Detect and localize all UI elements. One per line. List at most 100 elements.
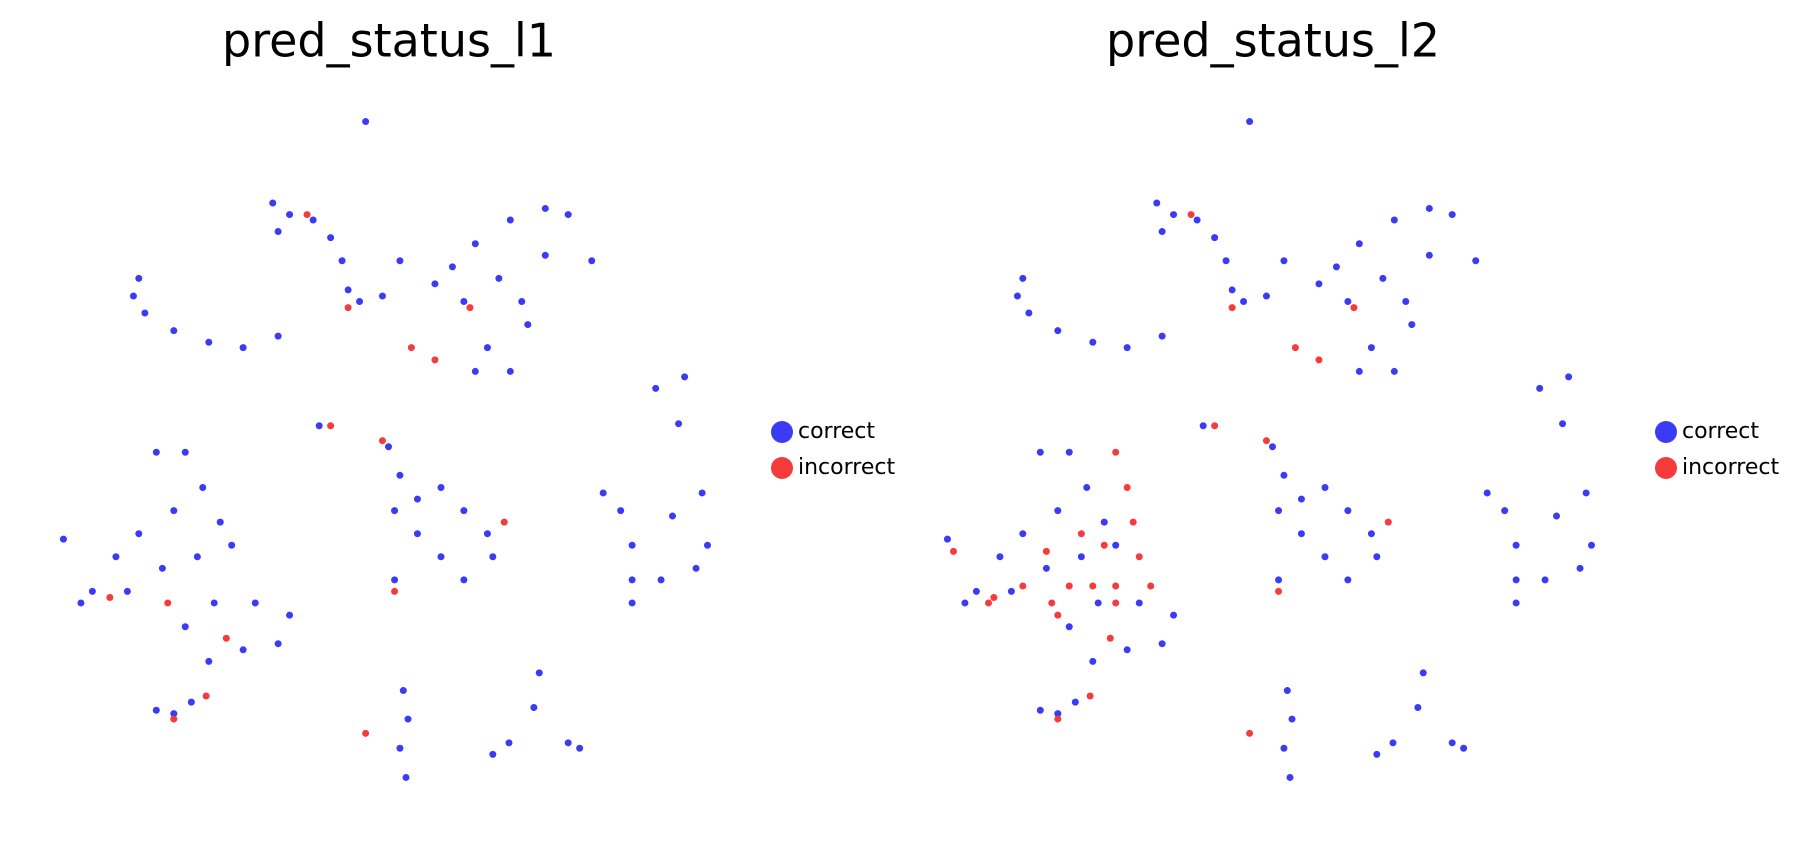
data-point xyxy=(1269,443,1276,451)
data-point xyxy=(483,344,491,352)
data-point xyxy=(564,211,572,219)
data-point xyxy=(530,704,538,712)
data-point xyxy=(1576,564,1584,572)
data-point xyxy=(303,211,311,219)
data-point xyxy=(402,773,410,781)
data-point xyxy=(391,587,399,595)
data-point xyxy=(1135,599,1143,607)
data-point xyxy=(495,274,503,282)
data-point xyxy=(483,530,491,538)
data-point xyxy=(1112,448,1120,456)
data-point xyxy=(286,611,294,619)
data-point xyxy=(1048,599,1056,607)
data-point xyxy=(413,530,421,538)
data-point xyxy=(996,553,1004,561)
data-point xyxy=(1019,582,1027,590)
data-point xyxy=(378,292,386,300)
data-point xyxy=(1089,657,1097,665)
data-point xyxy=(222,634,230,642)
data-point xyxy=(1112,541,1120,549)
data-point xyxy=(460,297,468,305)
data-point xyxy=(106,594,114,602)
data-point xyxy=(1019,530,1027,538)
data-point xyxy=(1512,599,1520,607)
data-point xyxy=(657,576,665,584)
data-point xyxy=(1553,512,1561,520)
data-point xyxy=(1228,304,1236,312)
data-point xyxy=(1123,484,1131,492)
data-point xyxy=(170,327,178,335)
data-point xyxy=(669,512,677,520)
data-point xyxy=(1199,422,1207,430)
data-point xyxy=(1425,251,1433,259)
data-point xyxy=(431,356,439,364)
data-point xyxy=(1240,297,1248,305)
data-point xyxy=(1448,211,1456,219)
data-point xyxy=(1158,640,1166,648)
data-point xyxy=(391,507,399,515)
data-point xyxy=(652,384,660,392)
data-point xyxy=(1089,338,1097,346)
data-point xyxy=(170,710,178,718)
data-point xyxy=(972,587,980,595)
data-point xyxy=(1158,332,1166,340)
data-point xyxy=(1286,773,1294,781)
data-point xyxy=(1367,530,1375,538)
data-point xyxy=(362,729,370,737)
data-point xyxy=(404,715,412,723)
data-point xyxy=(210,599,218,607)
legend-label: correct xyxy=(798,419,875,444)
data-point xyxy=(1512,541,1520,549)
data-point xyxy=(1565,373,1573,381)
data-point xyxy=(1211,422,1219,430)
data-point xyxy=(77,599,85,607)
data-point xyxy=(943,535,951,543)
data-point xyxy=(1390,367,1398,375)
data-point xyxy=(1054,327,1062,335)
data-point xyxy=(1106,634,1114,642)
data-point xyxy=(385,443,392,451)
data-point xyxy=(489,750,497,758)
data-point xyxy=(431,280,439,288)
data-point xyxy=(1153,199,1161,207)
data-point xyxy=(704,541,712,549)
data-point xyxy=(1390,216,1398,224)
data-point xyxy=(1054,611,1062,619)
data-point xyxy=(1280,471,1288,479)
data-point xyxy=(1379,274,1387,282)
data-point xyxy=(588,257,596,265)
data-point xyxy=(460,507,468,515)
data-point xyxy=(141,309,149,317)
data-point xyxy=(1077,530,1085,538)
data-point xyxy=(1054,715,1062,723)
data-point xyxy=(158,564,166,572)
data-point xyxy=(1147,582,1155,590)
data-point xyxy=(187,698,195,706)
data-point xyxy=(1135,553,1143,561)
data-point xyxy=(413,495,421,503)
data-point xyxy=(1262,292,1270,300)
data-point xyxy=(675,420,683,428)
data-point xyxy=(1025,309,1033,317)
data-point xyxy=(1222,257,1230,265)
data-point xyxy=(1425,204,1433,212)
data-point xyxy=(564,739,572,747)
data-point xyxy=(1588,541,1596,549)
legend-marker xyxy=(1655,421,1677,443)
data-point xyxy=(1297,530,1305,538)
data-point xyxy=(1089,582,1097,590)
data-point xyxy=(1100,541,1108,549)
data-point xyxy=(1373,553,1381,561)
data-point xyxy=(1350,304,1358,312)
data-point xyxy=(1389,739,1397,747)
data-point xyxy=(1402,297,1410,305)
data-point xyxy=(1071,698,1079,706)
data-point xyxy=(1288,715,1296,723)
data-point xyxy=(437,484,445,492)
legend-label: incorrect xyxy=(798,455,895,480)
data-point xyxy=(1315,280,1323,288)
data-point xyxy=(524,321,532,329)
data-point xyxy=(500,518,508,526)
chart-title: pred_status_l1 xyxy=(222,14,556,68)
